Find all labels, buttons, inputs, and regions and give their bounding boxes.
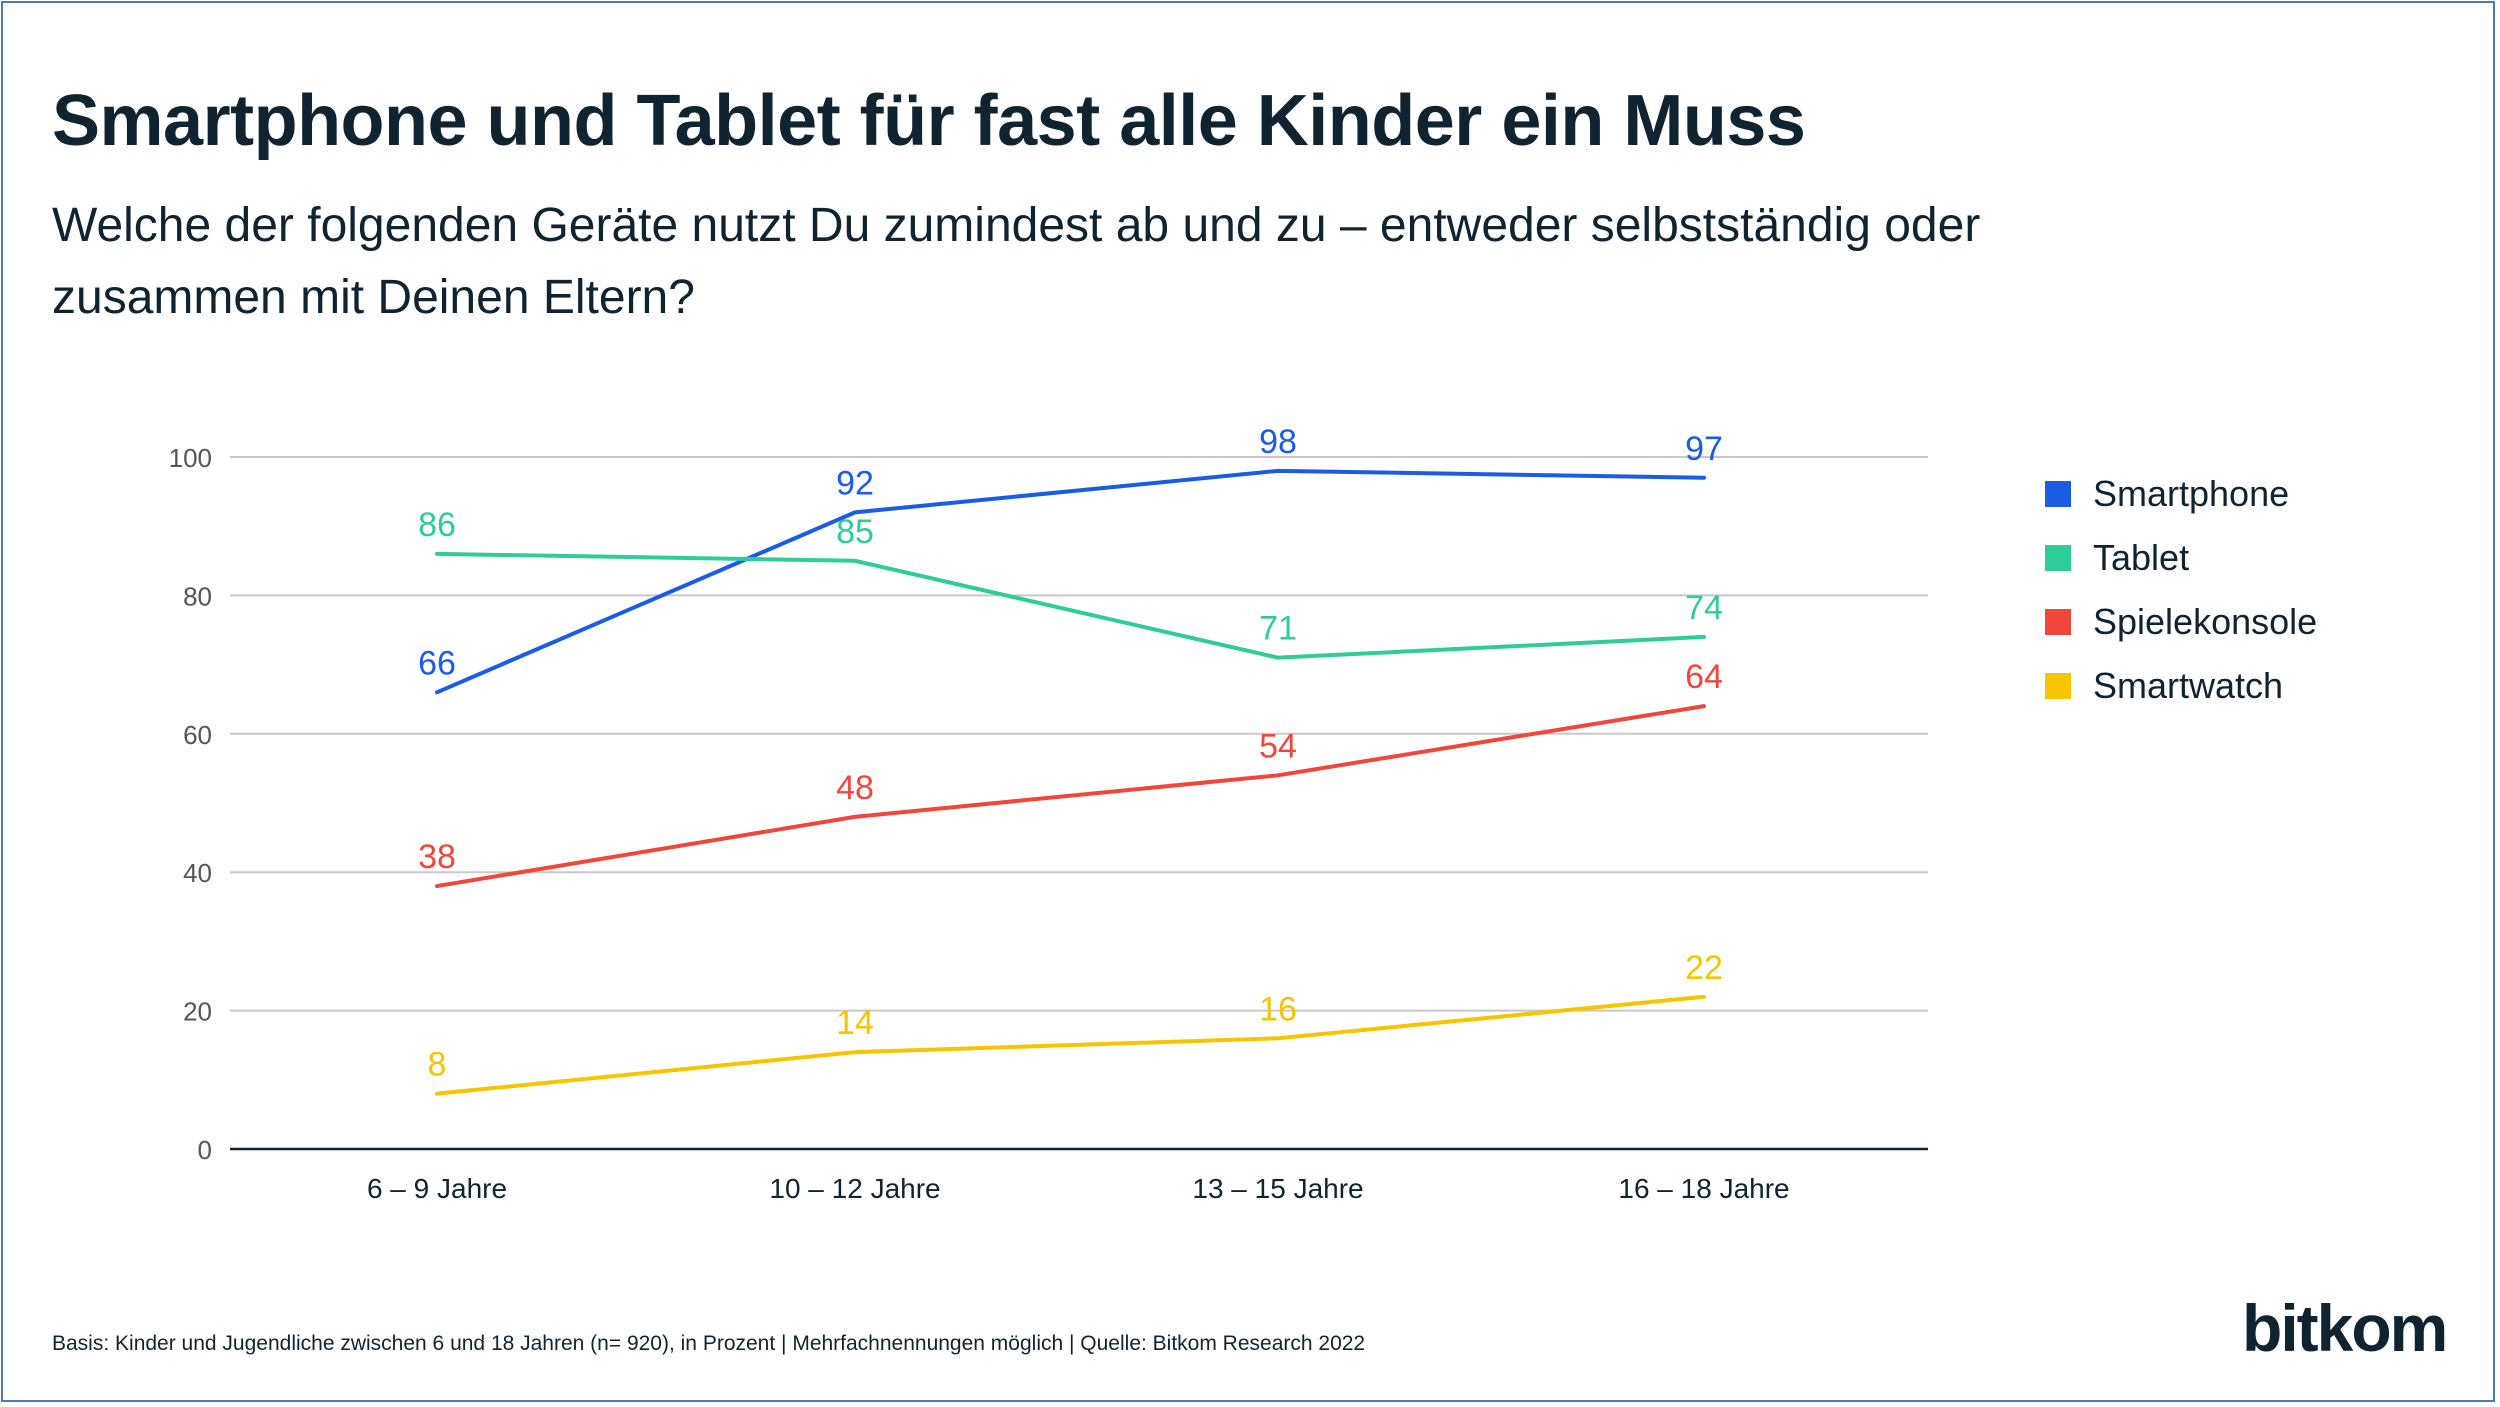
x-tick-label-4: 16 – 18 Jahre bbox=[1618, 1173, 1789, 1204]
data-label-spielekonsole-3: 54 bbox=[1259, 727, 1297, 765]
y-tick-label-40: 40 bbox=[183, 858, 212, 888]
y-tick-label-80: 80 bbox=[183, 581, 212, 611]
data-label-smartphone-1: 66 bbox=[418, 644, 456, 682]
y-tick-label-60: 60 bbox=[183, 720, 212, 750]
data-label-spielekonsole-4: 64 bbox=[1685, 658, 1723, 696]
legend-item-spielekonsole: Spielekonsole bbox=[2045, 590, 2317, 654]
series-line-smartphone bbox=[435, 468, 1706, 695]
legend-label-smartphone: Smartphone bbox=[2093, 473, 2290, 514]
data-label-tablet-4: 74 bbox=[1685, 589, 1723, 627]
x-tick-label-2: 10 – 12 Jahre bbox=[769, 1173, 940, 1204]
data-label-tablet-3: 71 bbox=[1259, 610, 1297, 648]
legend: Smartphone Tablet Spielekonsole Smartwat… bbox=[2045, 462, 2317, 718]
bitkom-logo: bitkom bbox=[2242, 1291, 2448, 1365]
data-label-spielekonsole-1: 38 bbox=[418, 838, 456, 876]
data-label-smartwatch-3: 16 bbox=[1259, 990, 1297, 1028]
data-label-smartphone-2: 92 bbox=[836, 464, 874, 502]
legend-label-smartwatch: Smartwatch bbox=[2093, 665, 2284, 706]
series-line-spielekonsole bbox=[435, 704, 1706, 889]
data-label-smartwatch-1: 8 bbox=[428, 1046, 447, 1084]
y-tick-label-20: 20 bbox=[183, 997, 212, 1027]
data-label-tablet-2: 85 bbox=[836, 513, 874, 551]
legend-swatch-spielekonsole bbox=[2045, 609, 2071, 635]
data-label-smartwatch-2: 14 bbox=[836, 1004, 874, 1042]
legend-item-smartwatch: Smartwatch bbox=[2045, 654, 2317, 718]
legend-swatch-smartphone bbox=[2045, 481, 2071, 507]
data-label-spielekonsole-2: 48 bbox=[836, 769, 874, 807]
legend-item-smartphone: Smartphone bbox=[2045, 462, 2317, 526]
data-label-smartphone-4: 97 bbox=[1685, 430, 1723, 468]
chart-subtitle: Welche der folgenden Geräte nutzt Du zum… bbox=[52, 199, 1981, 324]
data-label-smartwatch-4: 22 bbox=[1685, 949, 1723, 987]
data-label-tablet-1: 86 bbox=[418, 506, 456, 544]
y-tick-label-0: 0 bbox=[198, 1135, 212, 1165]
legend-swatch-tablet bbox=[2045, 545, 2071, 571]
series-line-tablet bbox=[435, 551, 1706, 660]
legend-label-tablet: Tablet bbox=[2093, 537, 2190, 578]
data-label-smartphone-3: 98 bbox=[1259, 423, 1297, 461]
series-line-smartwatch bbox=[435, 994, 1706, 1096]
legend-label-spielekonsole: Spielekonsole bbox=[2093, 601, 2318, 642]
x-tick-label-1: 6 – 9 Jahre bbox=[367, 1173, 507, 1204]
source-footnote: Basis: Kinder und Jugendliche zwischen 6… bbox=[52, 1332, 1366, 1355]
legend-swatch-smartwatch bbox=[2045, 673, 2071, 699]
y-tick-label-100: 100 bbox=[169, 443, 212, 473]
x-tick-label-3: 13 – 15 Jahre bbox=[1192, 1173, 1363, 1204]
chart-title: Smartphone und Tablet für fast alle Kind… bbox=[52, 81, 1806, 161]
legend-item-tablet: Tablet bbox=[2045, 526, 2317, 590]
